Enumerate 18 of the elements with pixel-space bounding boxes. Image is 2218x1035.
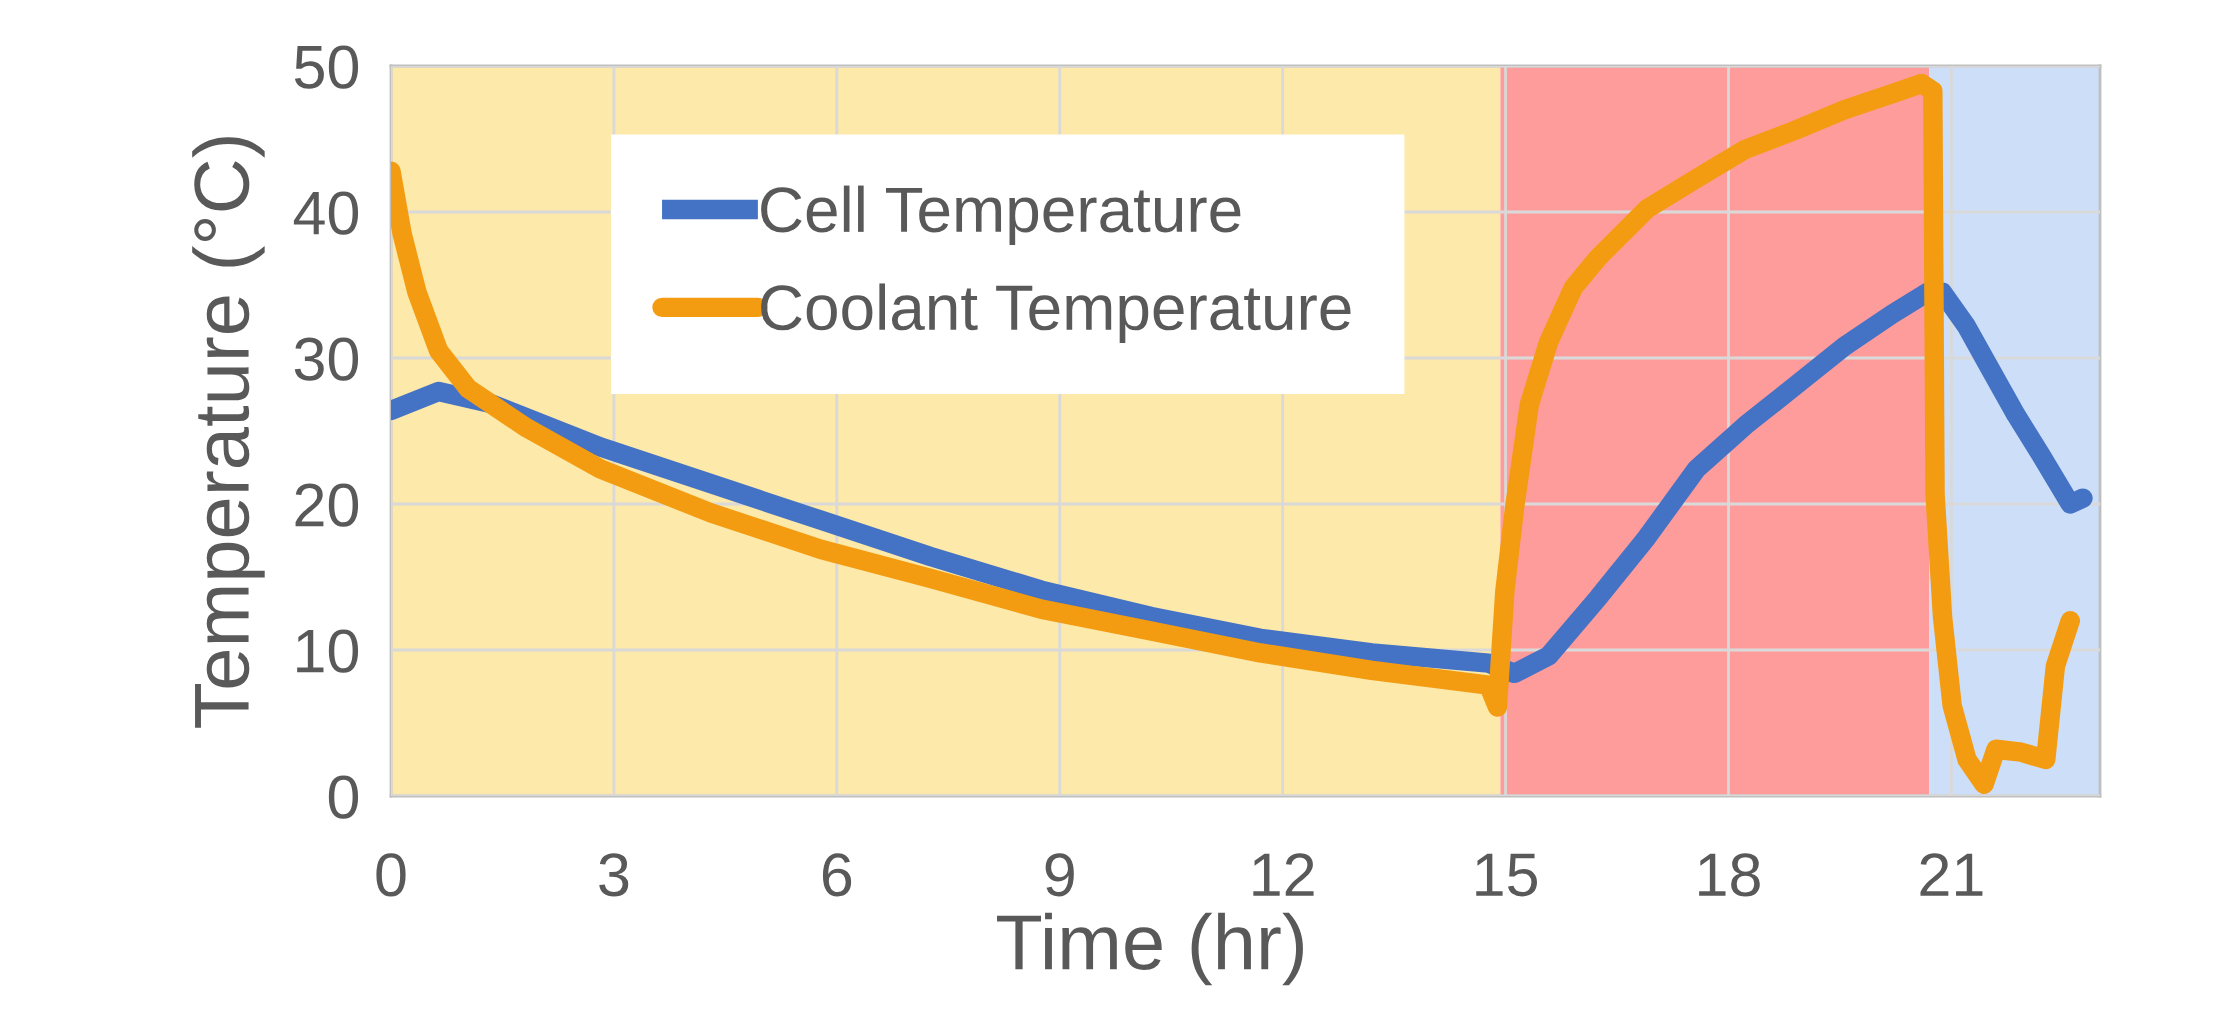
x-tick-label: 9 — [1045, 853, 1074, 897]
y-tick-label: 20 — [295, 483, 359, 527]
x-tick-label: 6 — [822, 853, 852, 897]
x-tick-label: 15 — [1476, 853, 1537, 897]
x-tick-label: 0 — [376, 853, 406, 897]
x-tick-label: 21 — [1920, 853, 1983, 896]
x-tick-label: 3 — [599, 853, 629, 897]
y-tick-label: 30 — [294, 337, 359, 381]
x-axis-title: Time (hr) — [997, 912, 1303, 986]
y-tick-label: 50 — [294, 45, 359, 89]
x-tick-label: 18 — [1699, 853, 1760, 897]
y-tick-label: 0 — [328, 775, 359, 819]
y-axis-title: Temperature (°C) — [192, 137, 265, 728]
legend-label: Cell Temperature — [761, 185, 1241, 246]
y-tick-label: 40 — [293, 191, 359, 235]
x-tick-label: 12 — [1253, 853, 1314, 896]
legend-label: Coolant Temperature — [761, 283, 1351, 343]
y-tick-label: 10 — [297, 629, 359, 673]
